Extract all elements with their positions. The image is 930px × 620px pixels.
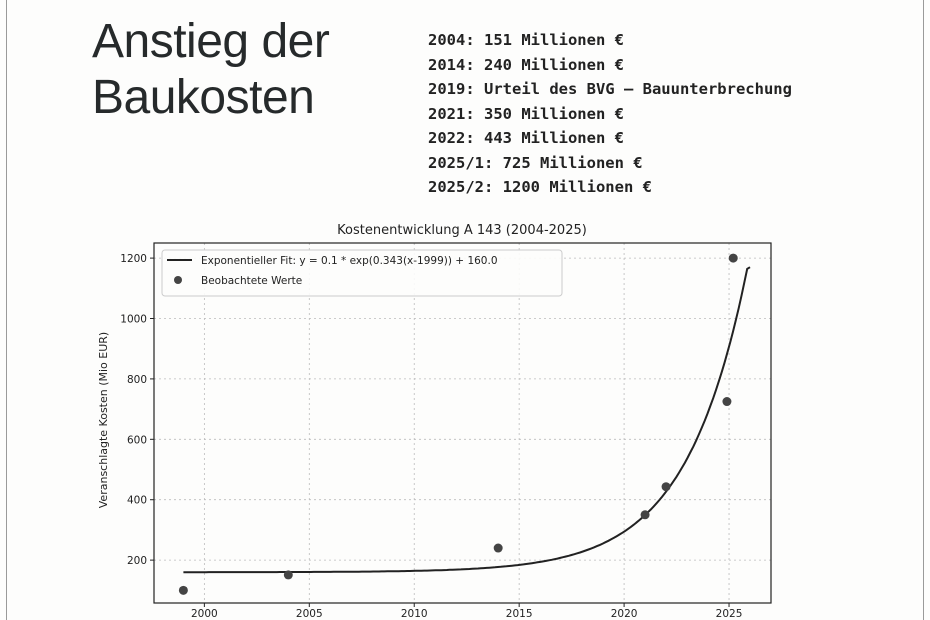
data-point bbox=[178, 585, 188, 595]
y-tick-label: 1200 bbox=[120, 253, 147, 265]
x-tick-label: 2015 bbox=[506, 608, 533, 620]
x-tick-label: 2025 bbox=[716, 608, 743, 620]
data-point bbox=[640, 510, 650, 520]
data-point bbox=[283, 570, 293, 580]
plot-marks bbox=[178, 253, 751, 595]
chart-title: Kostenentwicklung A 143 (2004-2025) bbox=[337, 223, 587, 238]
fact-item: 2004: 151 Millionen € bbox=[428, 31, 624, 49]
y-tick-label: 800 bbox=[127, 374, 147, 386]
fact-item: 2019: Urteil des BVG – Bauunterbrechung bbox=[428, 80, 792, 98]
legend-label-fit: Exponentieller Fit: y = 0.1 * exp(0.343(… bbox=[201, 255, 498, 267]
legend-label-observed: Beobachtete Werte bbox=[201, 275, 302, 287]
legend-dot-swatch bbox=[174, 276, 182, 284]
fact-item: 2014: 240 Millionen € bbox=[428, 55, 624, 74]
fact-item: 2025/2: 1200 Millionen € bbox=[428, 178, 652, 196]
fit-curve bbox=[183, 266, 751, 574]
x-tick-label: 2005 bbox=[296, 608, 323, 620]
legend: Exponentieller Fit: y = 0.1 * exp(0.343(… bbox=[161, 249, 563, 297]
axis-ticks: 2000 2005 2010 2015 2020 2025 200 400 600 800 1000… bbox=[120, 253, 742, 620]
x-tick-label: 2010 bbox=[401, 608, 428, 620]
axes-frame bbox=[153, 242, 772, 604]
data-point bbox=[728, 253, 738, 263]
fact-item: 2021: 350 Millionen € bbox=[428, 104, 624, 123]
data-point bbox=[493, 543, 503, 553]
y-tick-label: 400 bbox=[127, 495, 147, 507]
slide-border-right bbox=[923, 0, 924, 620]
slide-border-left bbox=[6, 0, 7, 620]
fact-item: 2022: 443 Millionen € bbox=[428, 129, 624, 147]
y-tick-label: 600 bbox=[127, 434, 147, 446]
fact-item: 2025/1: 725 Millionen € bbox=[428, 153, 643, 172]
y-tick-label: 1000 bbox=[120, 314, 147, 326]
x-tick-label: 2020 bbox=[611, 608, 638, 620]
x-tick-label: 2000 bbox=[191, 608, 218, 620]
y-axis-label: Veranschlagte Kosten (Mio EUR) bbox=[97, 332, 110, 508]
slide-title: Anstieg der Baukosten bbox=[92, 15, 330, 124]
cost-facts-list: 2004: 151 Millionen € 2014: 240 Millione… bbox=[428, 28, 792, 200]
y-tick-label: 200 bbox=[127, 555, 147, 567]
data-point bbox=[661, 482, 671, 492]
data-point bbox=[722, 397, 732, 407]
legend-box bbox=[161, 249, 563, 297]
grid bbox=[154, 243, 771, 603]
